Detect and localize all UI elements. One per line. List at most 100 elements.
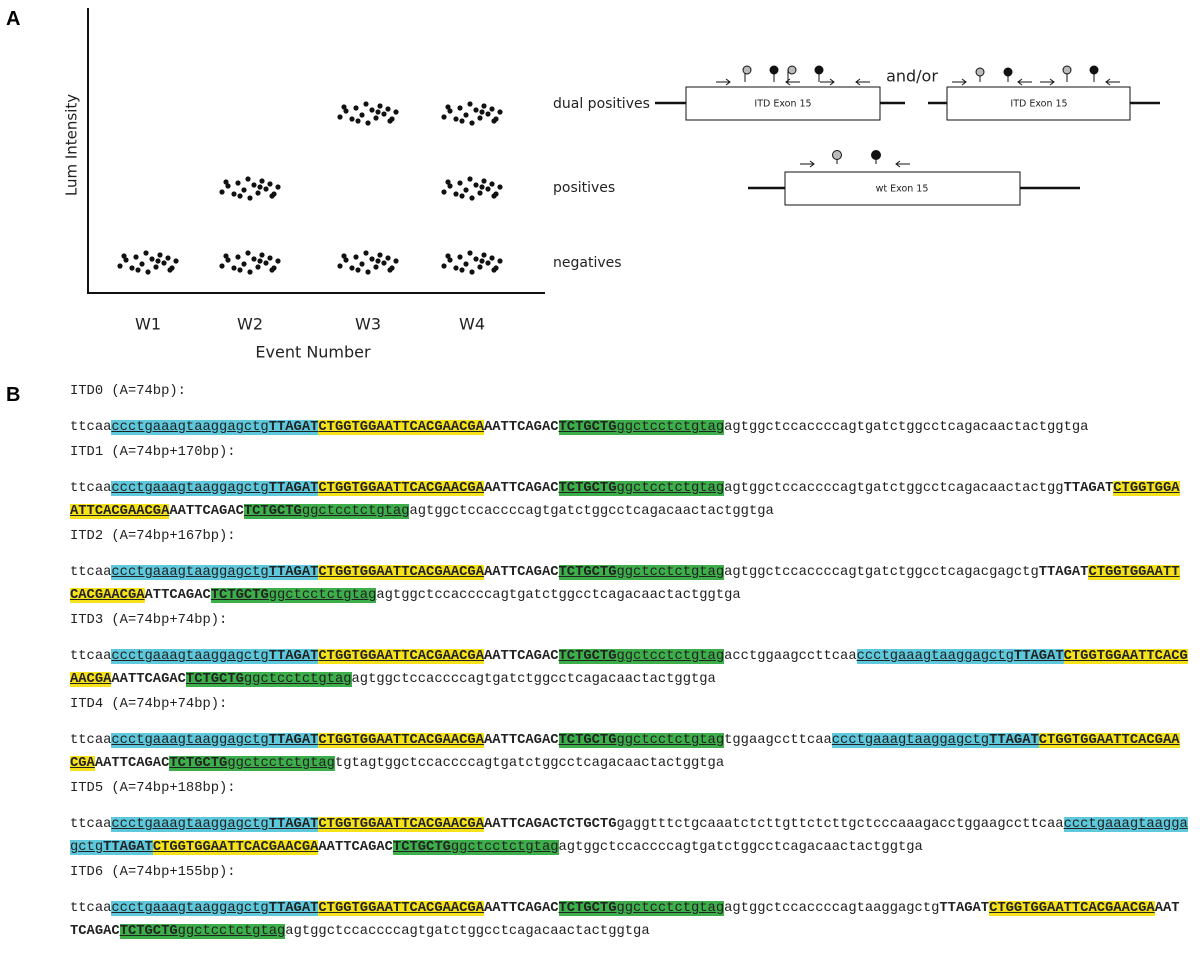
event-dot xyxy=(447,108,453,114)
itd-header: ITD6 (A=74bp+155bp): xyxy=(70,865,236,880)
cluster-label: positives xyxy=(553,180,615,196)
sequence-run: AATTCAGAC xyxy=(484,733,559,748)
event-dot xyxy=(467,176,473,182)
itd-block: ITD1 (A=74bp+170bp): ttcaaccctgaaagtaagga… xyxy=(70,441,1188,523)
sequence-segment: ccctgaaagtaaggagctg xyxy=(111,420,269,435)
event-dot xyxy=(219,263,225,269)
sequence-segment: TCTGCTGggctcctctgtag xyxy=(392,840,559,855)
sequence-segment: TTAGAT xyxy=(268,817,319,832)
sequence-segment: ttcaa xyxy=(70,817,111,832)
sequence-segment: TCTGCTGggctcctctgtag xyxy=(558,565,725,580)
event-dot xyxy=(173,258,179,264)
sequence-segment: agtggctccaccccagtgatctggcctcagacaactactg… xyxy=(376,588,740,603)
sequence-run: ccctgaaagtaaggagctg xyxy=(111,481,269,496)
sequence-run: TTAGAT xyxy=(268,901,319,916)
sequence-run: TTAGAT xyxy=(1063,481,1114,496)
sequence-run: ggctcctctgtag xyxy=(616,901,725,916)
sequence-segment: ccctgaaagtaaggagctg xyxy=(111,649,269,664)
sequence-run: TCTGCTG xyxy=(210,588,269,603)
sequence-run: AATTCAGAC xyxy=(484,565,559,580)
sequence-run: gaggtttctgcaaatctcttgttctcttgctcccaaagac… xyxy=(616,817,1064,832)
sequence-line: ttcaaccctgaaagtaaggagctgTTAGATCTGGTGGAAT… xyxy=(70,813,1188,836)
event-dot xyxy=(121,253,127,259)
sequence-run: ggctcctctgtag xyxy=(227,756,335,771)
itd-header: ITD0 (A=74bp): xyxy=(70,384,186,399)
event-dot xyxy=(369,107,375,113)
sequence-segment: TCTGCTGggctcctctgtag xyxy=(185,672,352,687)
event-dot xyxy=(469,120,475,126)
event-dot xyxy=(445,179,451,185)
sequence-segment: TCAGAC xyxy=(70,924,120,939)
sequence-run: TTAGAT xyxy=(268,817,319,832)
sequence-segment: CTGGTGGAATTCACGAACGA xyxy=(318,733,484,748)
event-dot xyxy=(353,254,359,260)
sequence-run: ttcaa xyxy=(70,649,112,664)
sequence-run: TCTGCTG xyxy=(392,840,451,855)
event-dot xyxy=(235,254,241,260)
sequence-line: AACGAAATTCAGACTCTGCTGggctcctctgtagagtggc… xyxy=(70,668,1188,691)
sequence-segment: TTAGAT xyxy=(1013,649,1064,664)
event-dot xyxy=(341,253,347,259)
itd-block: ITD5 (A=74bp+188bp): ttcaaccctgaaagtaagga… xyxy=(70,777,1188,859)
event-dot xyxy=(373,264,379,270)
exon-box xyxy=(946,86,1131,121)
sequence-run: agtggctccaccccagtgatctggcctcagacaactactg… xyxy=(285,924,650,939)
sequence-segment: TCTGCTGggctcctctgtag xyxy=(558,420,725,435)
sequence-segment: CTGGTGGAATTCACGAACGA xyxy=(989,901,1155,916)
sequence-panel: ITD0 (A=74bp): ttcaaccctgaaagtaaggagctgTT… xyxy=(70,380,1188,945)
sequence-run: agtggctccaccccagtgatctggcctcagacaactactg… xyxy=(558,840,923,855)
event-dot xyxy=(463,187,469,193)
sequence-segment: ccctgaaagtaaggagctg xyxy=(111,565,269,580)
primer-arrows xyxy=(800,154,910,168)
sequence-segment: TCTGCTGggctcctctgtag xyxy=(558,481,725,496)
sequence-segment: CTGGTGGAATTCACG xyxy=(1063,649,1188,664)
itd-block: ITD0 (A=74bp): ttcaaccctgaaagtaaggagctgTT… xyxy=(70,380,1188,439)
sequence-run: AATTCAGAC xyxy=(111,672,186,687)
sequence-run: agtggctccaccccagtaaggagctg xyxy=(724,901,940,916)
event-dot xyxy=(453,265,459,271)
sequence-run: AATTCAGAC xyxy=(169,504,244,519)
itd-block: ITD3 (A=74bp+74bp): ttcaaccctgaaagtaaggag… xyxy=(70,609,1188,691)
event-dot xyxy=(353,105,359,111)
probes xyxy=(742,65,1099,160)
sequence-run: ggctcctctgtag xyxy=(616,733,725,748)
sequence-run: ccctgaaagtaaggagctg xyxy=(111,733,269,748)
event-dot xyxy=(485,260,491,266)
event-dot xyxy=(393,109,399,115)
event-dot xyxy=(363,101,369,107)
event-dot xyxy=(349,265,355,271)
event-dot xyxy=(245,176,251,182)
event-dot xyxy=(441,114,447,120)
sequence-run: ttcaa xyxy=(70,733,112,748)
exon-label: wt Exon 15 xyxy=(876,184,929,195)
event-dot xyxy=(269,267,275,273)
sequence-run: agtggctccaccccagtgatctggcctcagacaactactg… xyxy=(351,672,716,687)
event-dot xyxy=(373,115,379,121)
sequence-run: TTAGAT xyxy=(103,840,153,855)
sequence-segment: TTAGAT xyxy=(268,733,319,748)
event-dot xyxy=(485,186,491,192)
sequence-segment: CTGGTGGAATTCACGAACGA xyxy=(318,481,484,496)
event-dot xyxy=(375,109,381,115)
sequence-segment: TTAGAT xyxy=(268,565,319,580)
sequence-segment: TTAGAT xyxy=(268,420,319,435)
sequence-run: ggctcctctgtag xyxy=(616,649,725,664)
event-dot xyxy=(145,269,151,275)
event-dot xyxy=(481,252,487,258)
sequence-run: AATTCAGAC xyxy=(484,420,559,435)
sequence-segment: AATTCAGACTCTGCTGgaggtttctgcaaatctcttgttc… xyxy=(484,817,1064,832)
sequence-line: TCAGACTCTGCTGggctcctctgtagagtggctccacccc… xyxy=(70,920,1188,943)
event-dot xyxy=(251,256,257,262)
event-dot xyxy=(237,267,243,273)
sequence-run: TTAGAT xyxy=(1013,649,1064,664)
event-dot xyxy=(337,263,343,269)
event-dot xyxy=(369,256,375,262)
event-dot xyxy=(481,103,487,109)
sequence-run: ATTCACGAACGA xyxy=(70,504,170,519)
event-dot xyxy=(473,107,479,113)
event-dot xyxy=(445,253,451,259)
panel-label: B xyxy=(6,384,21,406)
sequence-segment: gctgTTAGAT xyxy=(70,840,153,855)
sequence-run: TTAGAT xyxy=(268,565,319,580)
event-dot xyxy=(497,184,503,190)
